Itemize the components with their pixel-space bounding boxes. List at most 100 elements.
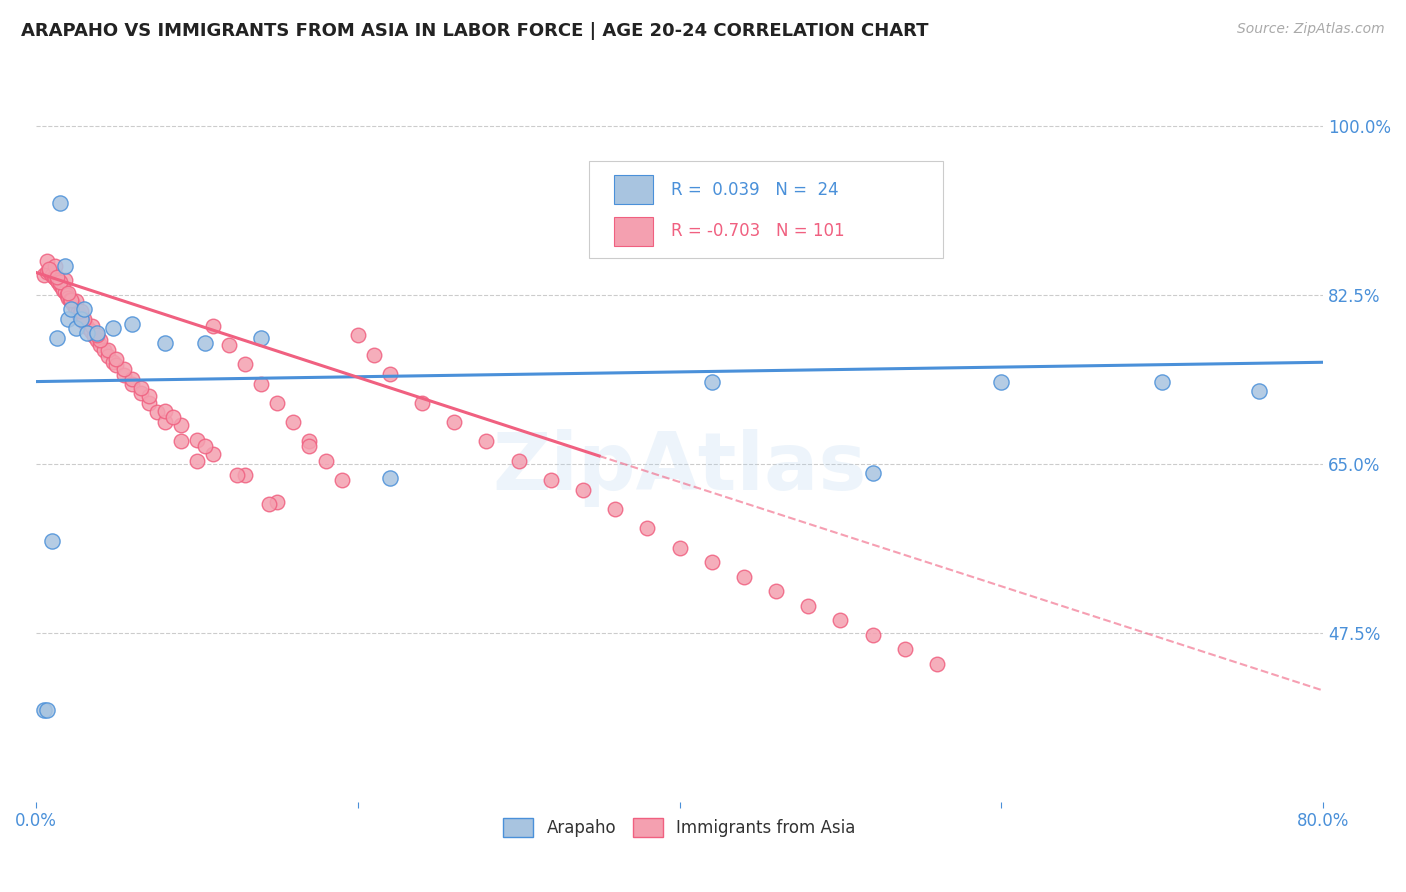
Point: [97, 349, 120, 363]
Point: [53, 273, 76, 287]
Point: [153, 403, 176, 417]
Point: [101, 355, 124, 369]
Point: [733, 569, 755, 583]
Point: [894, 642, 917, 657]
Point: [194, 335, 217, 350]
Point: [97, 343, 120, 357]
Point: [86, 328, 108, 343]
Point: [42, 270, 65, 285]
Point: [201, 318, 224, 333]
Point: [39, 265, 62, 279]
Point: [63, 300, 86, 314]
Text: R = -0.703   N = 101: R = -0.703 N = 101: [671, 222, 844, 240]
Point: [508, 454, 530, 468]
Point: [233, 468, 256, 483]
Point: [540, 473, 562, 487]
Point: [765, 584, 787, 599]
Point: [41, 268, 63, 283]
Point: [138, 389, 160, 403]
Point: [233, 357, 256, 371]
Point: [101, 321, 124, 335]
Point: [45, 273, 67, 287]
Point: [105, 352, 128, 367]
Point: [443, 415, 465, 429]
Point: [121, 317, 143, 331]
Point: [201, 447, 224, 461]
Point: [65, 294, 87, 309]
Point: [315, 454, 337, 468]
Point: [153, 415, 176, 429]
Point: [89, 333, 111, 347]
Point: [700, 555, 723, 569]
Point: [114, 362, 136, 376]
Point: [129, 381, 152, 395]
Point: [55, 287, 77, 301]
Point: [194, 439, 217, 453]
Point: [105, 358, 128, 372]
Point: [298, 439, 321, 453]
Point: [49, 278, 72, 293]
Point: [1247, 384, 1270, 399]
Point: [257, 497, 280, 511]
Point: [73, 311, 96, 326]
Point: [668, 541, 690, 555]
Point: [862, 467, 884, 481]
Point: [121, 376, 143, 391]
Point: [41, 533, 63, 548]
Point: [186, 454, 208, 468]
Point: [82, 318, 104, 333]
Point: [32, 703, 55, 717]
Point: [129, 386, 152, 401]
Point: [572, 483, 595, 497]
Point: [89, 338, 111, 352]
Point: [266, 396, 288, 410]
Point: [605, 502, 627, 516]
Point: [636, 521, 658, 535]
Point: [138, 396, 160, 410]
Point: [76, 319, 98, 334]
Text: ZipAtlas: ZipAtlas: [492, 429, 866, 508]
Text: R =  0.039   N =  24: R = 0.039 N = 24: [671, 181, 838, 199]
Point: [70, 304, 93, 318]
Point: [121, 372, 143, 386]
Point: [411, 396, 433, 410]
Point: [363, 347, 385, 361]
Point: [60, 302, 83, 317]
Point: [93, 343, 115, 357]
FancyBboxPatch shape: [614, 175, 652, 204]
Point: [226, 468, 249, 483]
Point: [378, 471, 401, 485]
Point: [32, 268, 55, 283]
Point: [700, 375, 723, 389]
Point: [60, 293, 83, 307]
Point: [170, 434, 193, 449]
Point: [83, 329, 105, 343]
Point: [51, 280, 73, 294]
Point: [59, 293, 82, 307]
Point: [475, 434, 498, 449]
Point: [79, 324, 101, 338]
Point: [67, 308, 90, 322]
Point: [49, 275, 72, 289]
FancyBboxPatch shape: [589, 161, 943, 259]
Point: [38, 263, 60, 277]
Point: [53, 285, 76, 299]
Point: [62, 297, 84, 311]
Point: [283, 415, 305, 429]
Point: [1152, 375, 1174, 389]
Text: ARAPAHO VS IMMIGRANTS FROM ASIA IN LABOR FORCE | AGE 20-24 CORRELATION CHART: ARAPAHO VS IMMIGRANTS FROM ASIA IN LABOR…: [21, 22, 928, 40]
Point: [378, 367, 401, 381]
Point: [114, 368, 136, 382]
Point: [862, 627, 884, 641]
Legend: Arapaho, Immigrants from Asia: Arapaho, Immigrants from Asia: [496, 812, 862, 844]
Point: [145, 405, 167, 419]
Point: [250, 376, 273, 391]
Point: [170, 417, 193, 432]
Point: [65, 302, 87, 317]
FancyBboxPatch shape: [614, 217, 652, 246]
Point: [830, 613, 852, 627]
Point: [86, 326, 108, 341]
Point: [346, 328, 368, 343]
Point: [53, 259, 76, 273]
Point: [70, 310, 93, 324]
